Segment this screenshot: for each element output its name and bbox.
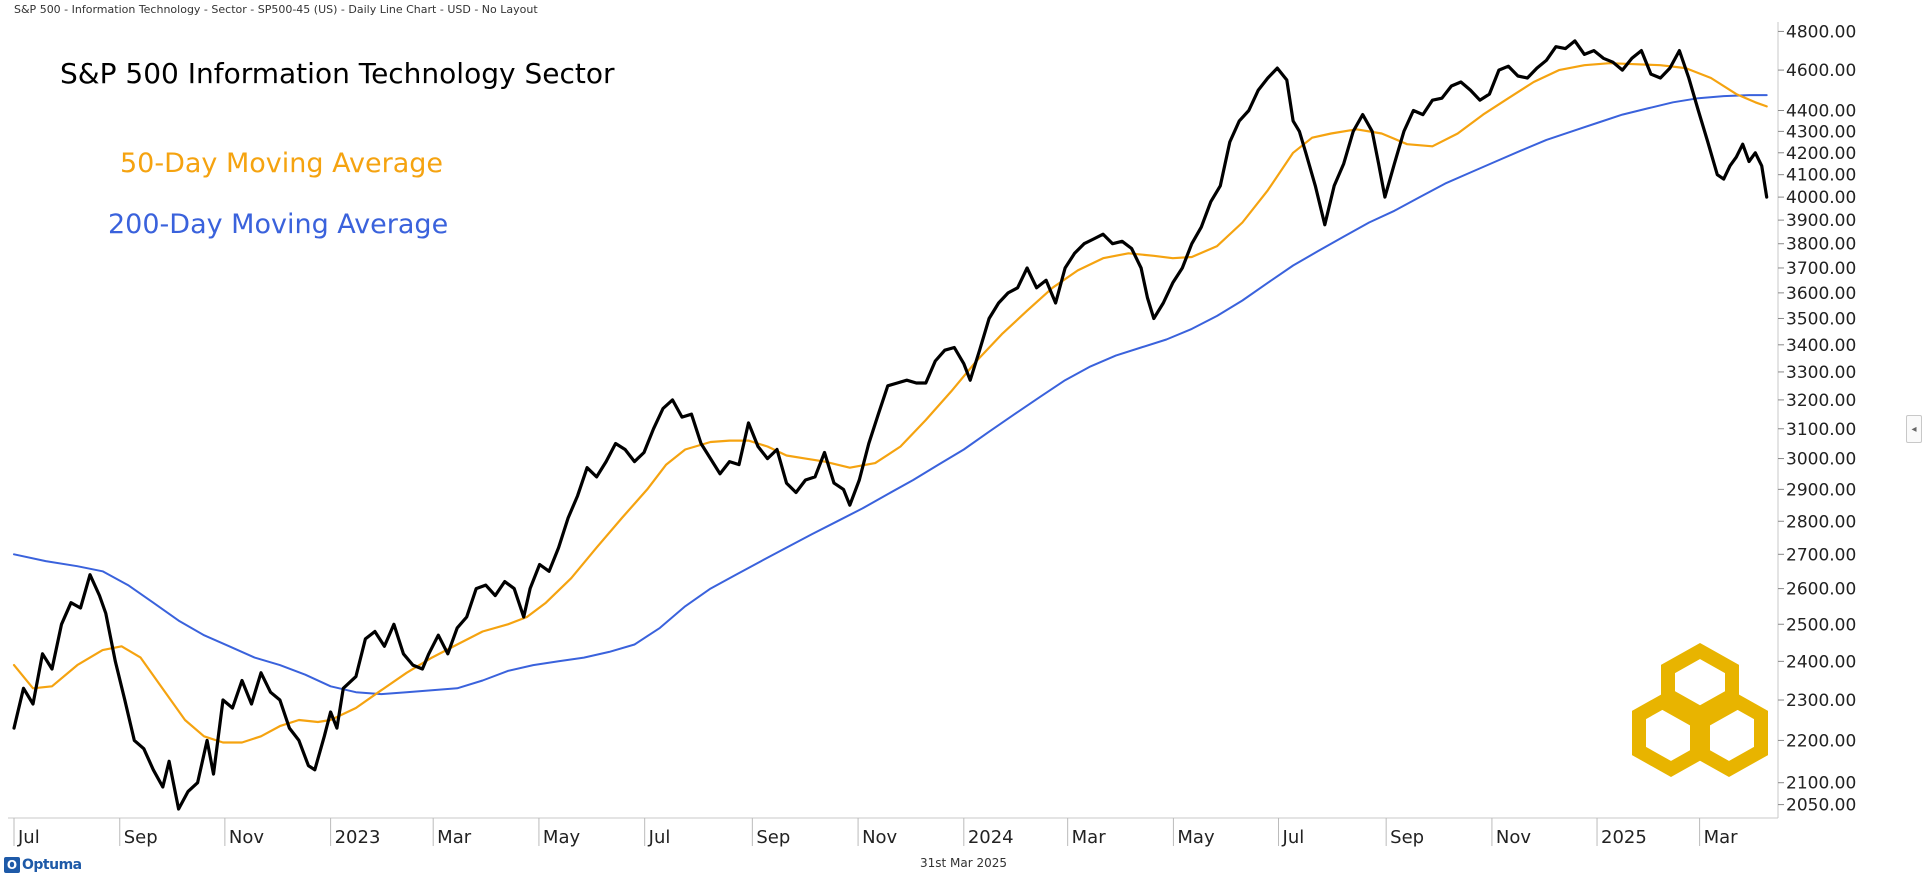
y-tick-label: 3600.00 [1786, 284, 1856, 304]
x-tick-label: Mar [1072, 827, 1107, 848]
y-tick-label: 3000.00 [1786, 450, 1856, 470]
footer-date: 31st Mar 2025 [920, 856, 1008, 870]
x-tick-label: Jul [648, 827, 671, 848]
legend-ma50-label: 50-Day Moving Average [120, 148, 443, 179]
x-tick-label: Jul [17, 827, 40, 848]
x-tick-label: Sep [124, 827, 158, 848]
y-tick-label: 4000.00 [1786, 188, 1856, 208]
y-tick-label: 3700.00 [1786, 259, 1856, 279]
x-tick-label: May [1177, 827, 1215, 848]
ma200-line [13, 94, 1768, 696]
y-tick-label: 2300.00 [1786, 691, 1856, 711]
y-tick-label: 3900.00 [1786, 211, 1856, 231]
y-tick-label: 2050.00 [1786, 796, 1856, 816]
x-tick-label: Mar [437, 827, 472, 848]
optuma-logo-icon: O [4, 857, 20, 873]
y-tick-label: 3500.00 [1786, 309, 1856, 329]
y-tick-label: 4800.00 [1786, 22, 1856, 42]
y-tick-label: 2900.00 [1786, 480, 1856, 500]
hexagon-logo-icon [1632, 642, 1768, 778]
y-tick-label: 2800.00 [1786, 512, 1856, 532]
y-tick-label: 2500.00 [1786, 615, 1856, 635]
plot-background [8, 22, 1778, 818]
y-tick-label: 3400.00 [1786, 336, 1856, 356]
y-tick-label: 4100.00 [1786, 166, 1856, 186]
y-tick-label: 3100.00 [1786, 420, 1856, 440]
y-tick-label: 3300.00 [1786, 363, 1856, 383]
y-tick-label: 2700.00 [1786, 545, 1856, 565]
collapse-panel-button[interactable]: ◂ [1906, 415, 1922, 443]
y-tick-label: 4300.00 [1786, 122, 1856, 142]
x-tick-label: 2023 [335, 827, 381, 848]
y-tick-label: 4600.00 [1786, 61, 1856, 81]
x-tick-label: 2024 [968, 827, 1014, 848]
series-layer [12, 39, 1769, 811]
chart-title: S&P 500 Information Technology Sector [60, 57, 615, 90]
y-tick-label: 2600.00 [1786, 580, 1856, 600]
optuma-brand[interactable]: O Optuma [4, 856, 82, 874]
x-tick-label: Nov [1496, 827, 1531, 848]
x-tick-label: Nov [862, 827, 897, 848]
x-tick-label: Sep [756, 827, 790, 848]
y-tick-label: 3200.00 [1786, 391, 1856, 411]
y-tick-label: 3800.00 [1786, 235, 1856, 255]
x-axis: Jul Sep Nov 2023 Mar May Jul Sep Nov 2024 Mar May Ju… [13, 818, 1739, 848]
y-tick-label: 2200.00 [1786, 731, 1856, 751]
y-tick-label: 2100.00 [1786, 774, 1856, 794]
x-tick-label: May [543, 827, 581, 848]
chart-header-description: S&P 500 - Information Technology - Secto… [14, 3, 538, 16]
y-tick-label: 4200.00 [1786, 144, 1856, 164]
x-tick-label: Sep [1390, 827, 1424, 848]
y-tick-label: 4400.00 [1786, 101, 1856, 121]
price-line [12, 39, 1769, 811]
brand-name: Optuma [22, 857, 82, 873]
x-tick-label: Nov [229, 827, 264, 848]
y-tick-label: 2400.00 [1786, 652, 1856, 672]
ma50-line [12, 62, 1768, 744]
x-tick-label: Jul [1282, 827, 1305, 848]
x-tick-label: 2025 [1601, 827, 1647, 848]
x-tick-label: Mar [1704, 827, 1739, 848]
legend-ma200-label: 200-Day Moving Average [108, 209, 448, 240]
